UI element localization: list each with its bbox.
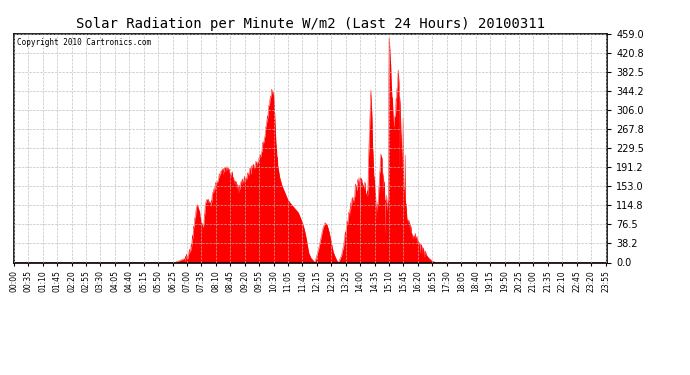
Title: Solar Radiation per Minute W/m2 (Last 24 Hours) 20100311: Solar Radiation per Minute W/m2 (Last 24… [76,17,545,31]
Text: Copyright 2010 Cartronics.com: Copyright 2010 Cartronics.com [17,38,151,47]
